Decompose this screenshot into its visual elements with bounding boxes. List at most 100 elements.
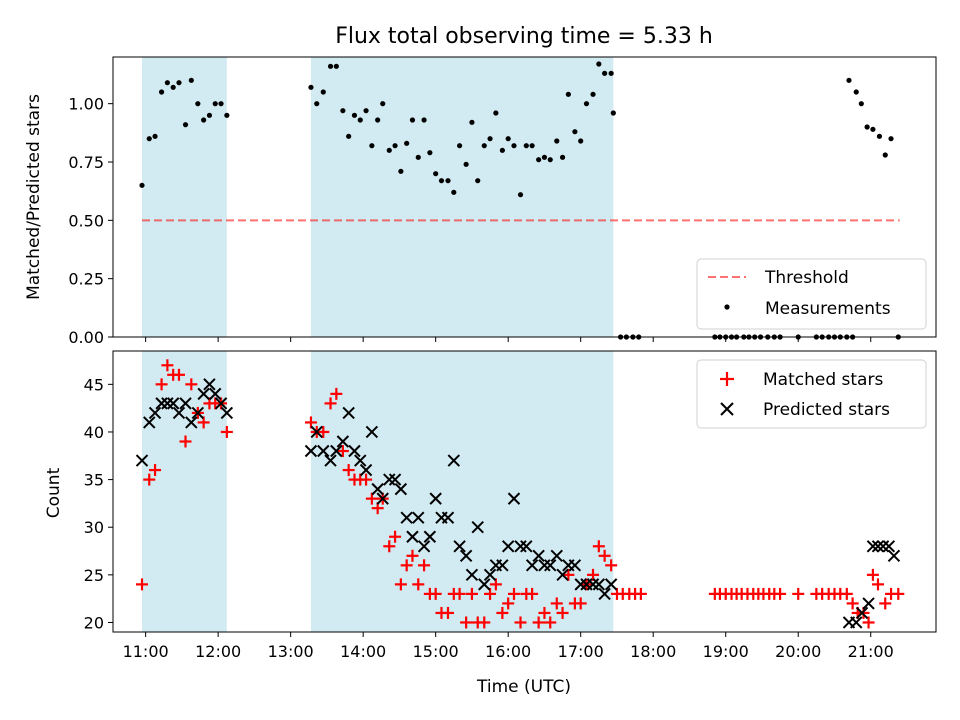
predicted-star-point [586,578,600,591]
predicted-star-point [365,425,379,439]
measurement-point [409,117,416,123]
measurement-point [170,84,176,90]
matched-star-point [526,587,539,600]
predicted-star-point [478,578,491,591]
matched-star-point [161,359,174,372]
x-tick-label: 13:00 [268,642,314,661]
predicted-star-point [471,521,484,534]
measurement-point [346,133,352,139]
matched-star-point [574,597,587,610]
measurement-point [610,110,616,116]
predicted-star-point [453,540,466,553]
predicted-star-point [191,406,205,420]
measurement-point [427,150,433,156]
predicted-star-point [412,511,425,524]
matched-star-point [484,587,497,600]
predicted-star-point [310,425,323,439]
bottom-axes-frame [112,350,937,633]
bottom-legend-box [696,359,927,429]
predicted-star-point [423,530,437,543]
y-tick-label: 35 [84,471,104,490]
matched-star-point [550,597,563,610]
matched-star-point [365,492,378,505]
y-tick-label: 0.50 [68,211,104,230]
measurement-point [469,119,475,125]
matched-star-point [330,387,343,400]
predicted-star-point [143,416,156,429]
measurement-point [445,178,451,184]
predicted-star-point [447,454,461,467]
measurement-point [608,70,614,76]
measurement-point [433,171,439,177]
x-tick-label: 16:00 [485,642,531,661]
measurement-points [139,61,901,340]
measurement-point [320,89,326,95]
matched-star-point [465,587,478,600]
bottom-panel: 20 25 30 35 40 45 11:00 12:00 13:00 14:00 15:00 16… [44,350,937,697]
legend-threshold-label: Threshold [764,268,849,288]
matched-star-point [489,578,502,591]
measurement-point [333,63,339,69]
measurement-point [529,143,535,149]
measurement-point [158,89,165,95]
predicted-star-point [483,568,497,582]
predicted-star-point [359,463,373,477]
predicted-star-point [514,540,527,553]
measurement-point [572,129,578,135]
measurement-point [493,110,499,116]
matched-star-point [394,578,407,591]
measurement-point [547,157,553,163]
matched-star-point [317,425,330,438]
measurement-point [876,133,883,139]
predicted-star-point [203,378,216,391]
measurement-point [380,101,386,107]
measurement-point [369,143,375,149]
measurement-point [846,77,852,83]
top-y-axis-label: Matched/Predicted stars [24,94,44,300]
x-tick-label: 17:00 [558,642,604,661]
measurement-point [164,80,170,86]
predicted-star-point [855,606,869,620]
predicted-star-point [214,397,228,410]
predicted-star-point [304,444,318,458]
y-tick-label: 45 [84,375,104,394]
predicted-star-point [342,406,355,420]
matched-star-point [862,616,875,629]
predicted-star-point [330,444,343,458]
predicted-star-point [161,397,174,410]
matched-star-point [429,587,442,600]
predicted-star-point [525,559,539,572]
matched-star-point [538,606,551,619]
predicted-star-point [604,578,618,591]
matched-star-point [418,559,431,572]
matched-star-point [460,616,473,629]
predicted-star-point [388,473,402,486]
x-tick-label: 21:00 [848,642,894,661]
predicted-star-point [598,587,611,601]
measurement-point [195,101,201,107]
measurement-point [139,182,145,188]
measurement-point [523,143,529,149]
measurement-point [499,147,505,153]
measurement-point [375,117,381,123]
measurement-point [541,154,548,160]
legend-matched-label: Matched stars [763,370,883,390]
matched-star-point [544,616,557,629]
predicted-star-point [538,559,551,572]
matched-star-point [840,587,853,600]
y-tick-label: 1.00 [68,95,104,114]
measurement-point [554,138,560,144]
top-shaded-intervals [142,57,614,337]
x-tick-label: 11:00 [123,642,169,661]
matched-star-point [389,530,402,543]
x-tick-label: 14:00 [340,642,386,661]
predicted-star-point [496,559,509,572]
predicted-star-point [324,454,337,467]
predicted-star-point [862,597,875,610]
matched-star-point [172,368,185,381]
predicted-star-point [220,406,234,420]
measurement-point [487,136,493,142]
predicted-star-point [882,540,896,553]
measurement-point [212,101,218,107]
